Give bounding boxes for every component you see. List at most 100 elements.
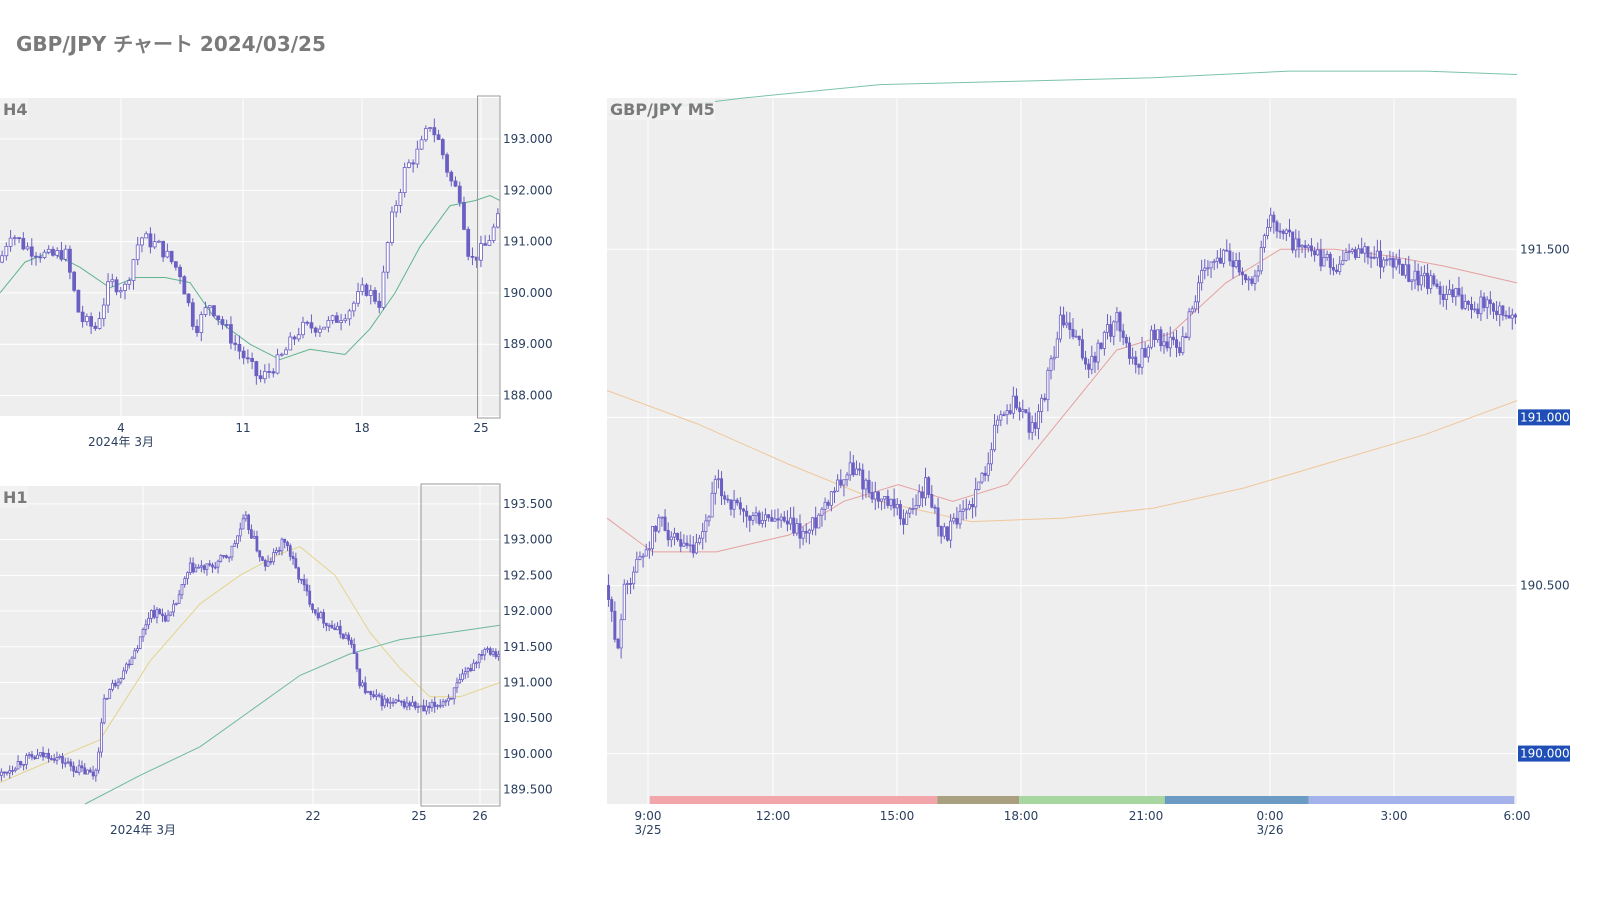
m5-candle bbox=[1062, 314, 1066, 326]
h1-candle bbox=[27, 754, 31, 757]
m5-x-tick-label: 0:00 bbox=[1257, 809, 1284, 823]
h1-candle bbox=[166, 614, 170, 622]
h4-candle bbox=[377, 300, 382, 308]
h1-plot-background[interactable] bbox=[0, 486, 500, 804]
m5-candle bbox=[1507, 315, 1511, 319]
m5-x-date-label: 3/26 bbox=[1257, 823, 1284, 837]
m5-candle bbox=[854, 468, 858, 476]
h4-candle bbox=[292, 336, 297, 340]
m5-candle bbox=[851, 462, 855, 476]
m5-x-tick-label: 18:00 bbox=[1004, 809, 1039, 823]
m5-candle bbox=[679, 539, 683, 547]
m5-candle bbox=[641, 555, 645, 558]
h4-candle bbox=[207, 305, 212, 309]
m5-candle bbox=[1338, 263, 1342, 273]
h1-view-range-box[interactable] bbox=[420, 483, 501, 807]
h1-candle bbox=[205, 563, 209, 570]
h4-candle bbox=[195, 325, 199, 333]
m5-candle bbox=[1033, 422, 1037, 429]
m5-candle bbox=[629, 583, 633, 585]
m5-candle bbox=[1203, 267, 1207, 271]
h4-y-tick-label: 191.000 bbox=[503, 235, 553, 249]
m5-candle bbox=[763, 514, 767, 521]
m5-candle bbox=[980, 472, 984, 483]
m5-candle bbox=[1495, 310, 1499, 316]
m5-candle bbox=[876, 491, 880, 502]
m5-candle bbox=[1234, 260, 1238, 268]
h1-candle bbox=[147, 617, 150, 626]
m5-candle bbox=[1093, 355, 1097, 363]
h1-candle bbox=[352, 644, 356, 655]
m5-candle bbox=[1046, 369, 1050, 401]
m5-candle bbox=[1281, 230, 1285, 234]
h1-candle bbox=[119, 678, 123, 683]
m5-candle bbox=[1005, 410, 1009, 416]
m5-candle bbox=[889, 498, 893, 506]
m5-candle bbox=[971, 504, 975, 508]
m5-candle bbox=[1413, 270, 1417, 281]
h4-candle bbox=[131, 259, 136, 281]
h4-candle bbox=[127, 280, 132, 285]
h1-candle bbox=[116, 681, 120, 687]
page-title: GBP/JPY チャート 2024/03/25 bbox=[16, 32, 326, 56]
h1-candle bbox=[177, 594, 181, 604]
m5-candle bbox=[1360, 248, 1364, 254]
h1-y-tick-label: 192.000 bbox=[503, 604, 553, 618]
h1-candle bbox=[413, 701, 417, 708]
m5-candle bbox=[691, 544, 695, 554]
h1-candle bbox=[22, 763, 25, 766]
m5-candle bbox=[710, 492, 714, 518]
h4-candle bbox=[55, 250, 60, 256]
h1-candle bbox=[266, 560, 270, 567]
m5-candle bbox=[1291, 231, 1295, 251]
m5-candle bbox=[1218, 257, 1222, 264]
h4-candle bbox=[296, 334, 301, 340]
h1-candle bbox=[13, 768, 17, 771]
m5-candle bbox=[1074, 335, 1078, 338]
h1-candle bbox=[2, 771, 6, 774]
h1-candle bbox=[491, 651, 495, 655]
m5-candle bbox=[1294, 238, 1298, 251]
m5-candle bbox=[829, 491, 833, 506]
h1-candle bbox=[461, 673, 464, 681]
m5-candle bbox=[1250, 278, 1254, 284]
m5-candle bbox=[1030, 422, 1034, 433]
m5-candle bbox=[1272, 214, 1276, 223]
h4-candle bbox=[457, 185, 462, 203]
m5-y-tick-label: 191.500 bbox=[1520, 242, 1570, 256]
m5-candle bbox=[1441, 293, 1445, 300]
h1-candle bbox=[497, 654, 500, 658]
m5-candle bbox=[1212, 260, 1216, 263]
h4-plot-background[interactable] bbox=[0, 98, 500, 416]
m5-candle bbox=[833, 490, 836, 493]
m5-candle bbox=[676, 532, 680, 540]
h1-candle bbox=[291, 556, 295, 559]
m5-candle bbox=[720, 478, 724, 497]
m5-candle bbox=[1366, 246, 1370, 258]
m5-candle bbox=[610, 599, 614, 612]
m5-candle bbox=[1501, 305, 1505, 316]
h4-candle bbox=[279, 353, 284, 356]
m5-candle bbox=[826, 501, 830, 506]
m5-candle bbox=[1171, 336, 1175, 341]
h4-candle bbox=[76, 289, 81, 313]
m5-candle bbox=[1225, 249, 1229, 252]
h4-view-range-box[interactable] bbox=[477, 95, 501, 419]
m5-candle bbox=[785, 520, 789, 525]
h1-candle bbox=[283, 538, 287, 543]
h1-candle bbox=[350, 639, 353, 645]
m5-candle bbox=[880, 498, 884, 502]
h1-candle bbox=[38, 752, 42, 756]
m5-candle bbox=[698, 537, 702, 544]
m5-candle bbox=[1190, 308, 1194, 313]
m5-candle bbox=[1153, 329, 1157, 340]
m5-plot-background[interactable] bbox=[607, 98, 1517, 804]
m5-candle bbox=[654, 525, 658, 532]
h1-candle bbox=[63, 762, 67, 765]
m5-candle bbox=[1266, 227, 1270, 237]
h4-candle bbox=[46, 248, 51, 253]
h4-candle bbox=[343, 318, 348, 322]
h1-candle bbox=[327, 624, 331, 627]
h4-candle bbox=[245, 357, 250, 360]
m5-candle bbox=[1278, 230, 1282, 233]
